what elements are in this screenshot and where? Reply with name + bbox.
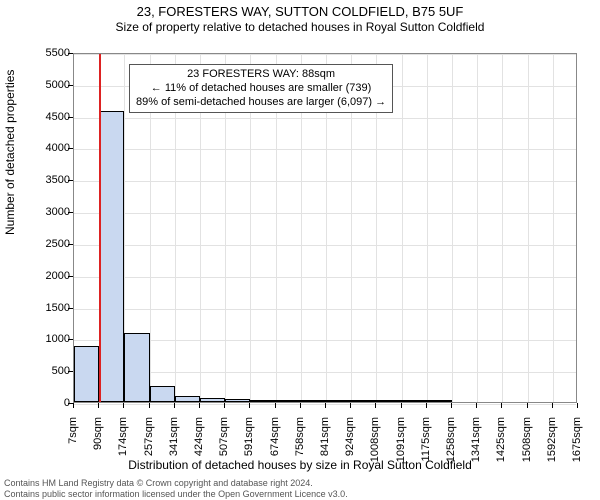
callout-line-2: ← 11% of detached houses are smaller (73… <box>136 82 386 96</box>
histogram-bar <box>301 400 326 402</box>
x-tick-label: 257sqm <box>143 417 155 467</box>
x-tick-label: 341sqm <box>168 417 180 467</box>
plot-area: 23 FORESTERS WAY: 88sqm← 11% of detached… <box>73 53 577 403</box>
y-tick-label: 5500 <box>30 47 70 59</box>
histogram-bar <box>175 396 200 402</box>
x-tick-label: 1258sqm <box>445 417 457 467</box>
y-axis-title: Number of detached properties <box>3 70 17 235</box>
x-tick-label: 1008sqm <box>369 417 381 467</box>
x-tick-label: 1425sqm <box>495 417 507 467</box>
histogram-bar <box>99 111 124 402</box>
x-tick-label: 1341sqm <box>470 417 482 467</box>
histogram-bar <box>124 333 149 402</box>
x-tick-label: 7sqm <box>67 417 79 467</box>
histogram-bar <box>351 400 376 402</box>
footer-line-1: Contains HM Land Registry data © Crown c… <box>4 478 596 488</box>
x-tick-label: 1592sqm <box>546 417 558 467</box>
footer: Contains HM Land Registry data © Crown c… <box>4 478 596 499</box>
chart-title-2: Size of property relative to detached ho… <box>0 20 600 34</box>
y-tick-label: 0 <box>30 397 70 409</box>
callout-line-1: 23 FORESTERS WAY: 88sqm <box>136 68 386 82</box>
histogram-bar <box>276 400 301 402</box>
histogram-bar <box>427 400 452 402</box>
histogram-bar <box>402 400 427 402</box>
histogram-bar <box>74 346 99 402</box>
y-tick-label: 3000 <box>30 206 70 218</box>
x-tick-label: 1175sqm <box>420 417 432 467</box>
histogram-bar <box>250 400 275 402</box>
x-tick-label: 924sqm <box>344 417 356 467</box>
y-tick-label: 1000 <box>30 333 70 345</box>
histogram-bar <box>150 386 175 402</box>
histogram-bar <box>225 399 250 402</box>
y-tick-label: 4000 <box>30 142 70 154</box>
y-tick-label: 3500 <box>30 174 70 186</box>
x-tick-label: 1091sqm <box>395 417 407 467</box>
x-tick-label: 424sqm <box>193 417 205 467</box>
marker-line <box>99 54 101 402</box>
callout-line-3: 89% of semi-detached houses are larger (… <box>136 96 386 110</box>
y-tick-label: 4500 <box>30 111 70 123</box>
histogram-bar <box>200 398 225 402</box>
y-tick-label: 2000 <box>30 270 70 282</box>
x-tick-label: 758sqm <box>294 417 306 467</box>
x-tick-label: 674sqm <box>269 417 281 467</box>
x-tick-label: 174sqm <box>117 417 129 467</box>
footer-line-2: Contains public sector information licen… <box>4 489 596 499</box>
y-tick-label: 1500 <box>30 302 70 314</box>
chart-title-1: 23, FORESTERS WAY, SUTTON COLDFIELD, B75… <box>0 4 600 19</box>
y-tick-label: 5000 <box>30 79 70 91</box>
y-tick-label: 500 <box>30 365 70 377</box>
x-tick-label: 90sqm <box>92 417 104 467</box>
x-tick-label: 507sqm <box>218 417 230 467</box>
histogram-bar <box>376 400 401 402</box>
callout-box: 23 FORESTERS WAY: 88sqm← 11% of detached… <box>129 64 393 113</box>
x-tick-label: 1508sqm <box>521 417 533 467</box>
y-tick-label: 2500 <box>30 238 70 250</box>
x-tick-label: 841sqm <box>319 417 331 467</box>
x-tick-label: 1675sqm <box>571 417 583 467</box>
x-tick-label: 591sqm <box>243 417 255 467</box>
histogram-bar <box>326 400 351 402</box>
